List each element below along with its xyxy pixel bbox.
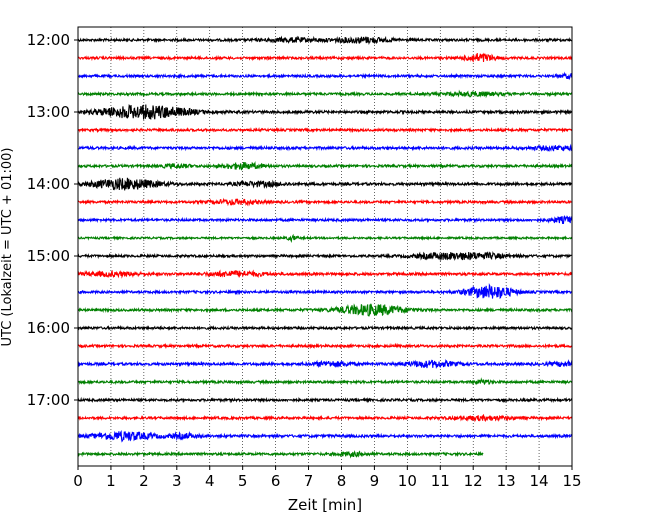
trace-1700 [77,396,573,404]
y-tick-label: 13:00 [27,103,70,121]
x-axis-label: Zeit [min] [288,496,362,514]
x-tick-label: 12 [464,472,483,490]
x-tick-label: 8 [337,472,347,490]
y-tick-label: 12:00 [27,31,70,49]
trace-1200 [77,35,573,45]
x-tick-label: 0 [73,472,83,490]
trace-1600 [77,324,573,332]
x-tick-label: 4 [205,472,215,490]
trace-1215 [77,52,573,63]
trace-1730 [77,430,573,443]
y-tick-label: 16:00 [27,319,70,337]
y-tick-label: 17:00 [27,391,70,409]
trace-1445 [77,233,573,243]
trace-1630 [77,358,573,370]
trace-1345 [77,161,573,171]
trace-1545 [77,303,573,317]
x-tick-label: 5 [238,472,248,490]
plot-frame [77,26,573,467]
trace-1645 [77,377,573,386]
x-axis-ticks: 0 1 2 3 4 5 6 7 8 9 10 11 12 13 14 15 [73,466,582,490]
y-axis-label: UTC (Lokalzeit = UTC + 01:00) [0,148,15,347]
x-tick-label: 2 [139,472,149,490]
grid-lines [110,27,540,466]
trace-1245 [77,89,573,99]
y-tick-label: 15:00 [27,247,70,265]
x-tick-label: 1 [106,472,116,490]
x-tick-label: 11 [431,472,450,490]
x-tick-label: 7 [304,472,314,490]
trace-1615 [77,342,573,350]
seismogram-traces [77,35,573,459]
trace-1300 [77,104,573,120]
trace-1400 [77,177,573,191]
y-axis-ticks: 12:00 13:00 14:00 15:00 16:00 17:00 [27,31,78,409]
y-tick-label: 14:00 [27,175,70,193]
x-tick-label: 13 [497,472,516,490]
x-tick-label: 10 [398,472,417,490]
trace-1430 [77,215,573,225]
trace-1315 [77,126,573,134]
trace-1715 [77,413,573,423]
trace-1415 [77,197,573,207]
trace-1745 [77,450,484,459]
trace-1230 [77,71,573,81]
x-tick-label: 14 [530,472,549,490]
trace-1515 [77,269,573,279]
x-tick-label: 9 [370,472,380,490]
x-tick-label: 15 [562,472,581,490]
x-tick-label: 3 [172,472,182,490]
trace-1530 [77,283,573,300]
x-tick-label: 6 [271,472,281,490]
trace-1500 [77,251,573,262]
trace-1330 [77,143,573,152]
